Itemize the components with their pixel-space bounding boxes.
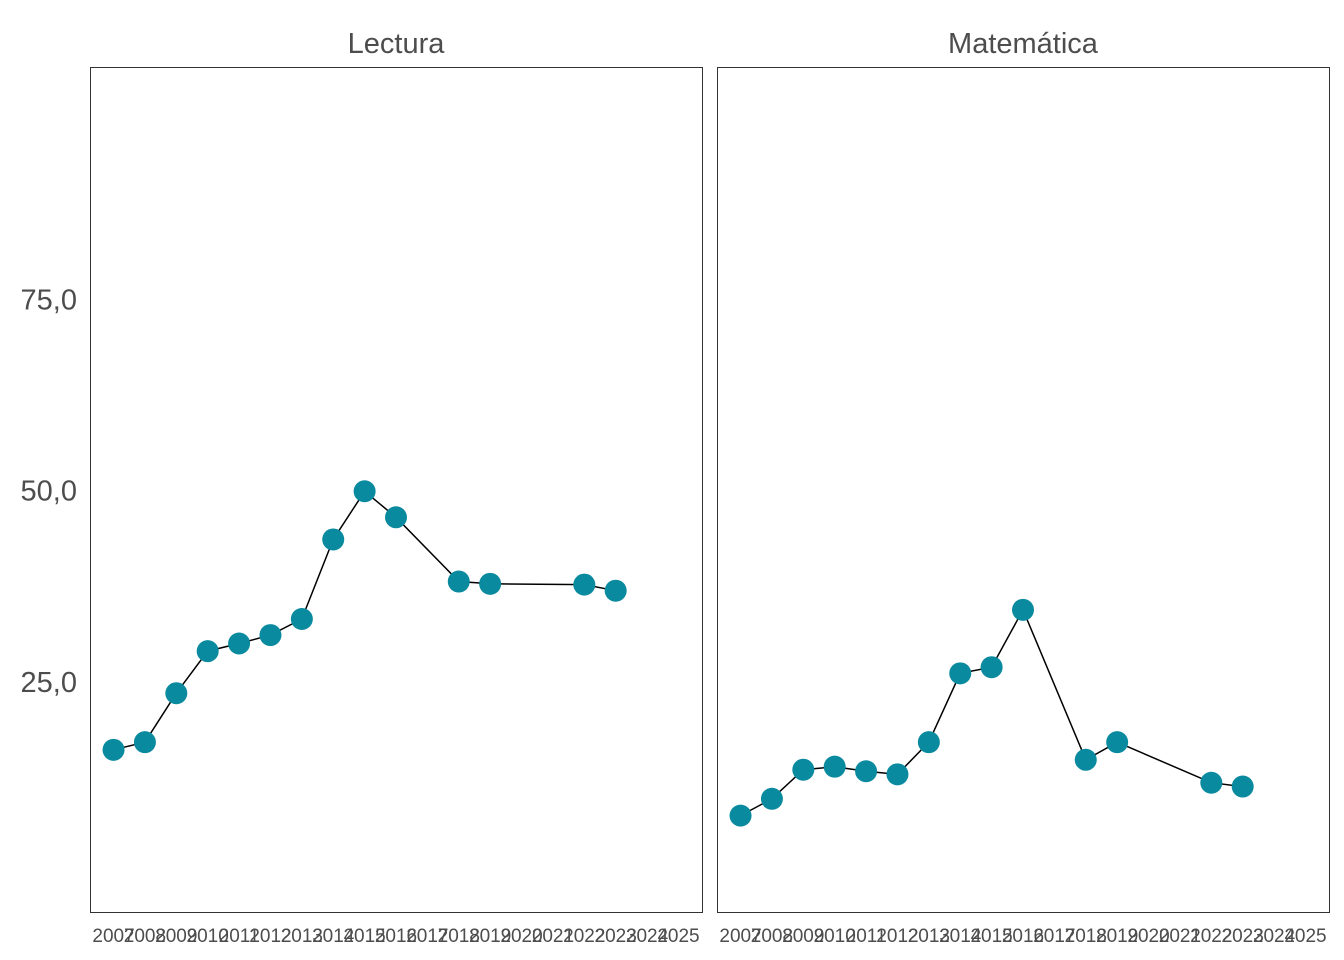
x-tick-label: 2022	[1190, 926, 1232, 947]
x-tick-label: 2022	[563, 926, 605, 947]
panel-frame	[90, 67, 703, 913]
data-point	[385, 506, 407, 529]
data-point	[1231, 775, 1254, 798]
x-tick-label: 2020	[500, 926, 542, 947]
x-tick-label: 2010	[814, 926, 856, 947]
data-point	[604, 579, 627, 602]
x-tick-label: 2012	[876, 926, 918, 947]
x-tick-label: 2010	[187, 926, 229, 947]
data-point	[1012, 598, 1034, 621]
x-tick-label: 2007	[92, 926, 134, 947]
data-point	[886, 763, 909, 786]
y-tick-label: 75,0	[21, 284, 77, 316]
facet-title: Lectura	[348, 28, 446, 60]
x-tick-label: 2013	[908, 926, 950, 947]
chart-panels: Lectura200720082009201020112012201320142…	[90, 28, 1330, 947]
x-tick-label: 2025	[657, 926, 699, 947]
facet-panel: Matemática200720082009201020112012201320…	[717, 28, 1330, 947]
x-tick-label: 2025	[1284, 926, 1326, 947]
x-tick-label: 2011	[219, 926, 260, 947]
x-tick-label: 2021	[1159, 926, 1201, 947]
data-point	[196, 640, 219, 663]
data-point	[1200, 771, 1223, 794]
x-tick-label: 2019	[469, 926, 511, 947]
data-point	[102, 738, 125, 761]
x-tick-label: 2008	[751, 926, 793, 947]
y-axis: 25,0 50,0 75,0	[21, 284, 77, 699]
data-point	[573, 573, 596, 596]
data-point	[322, 528, 345, 551]
facet-title: Matemática	[948, 28, 1099, 60]
x-tick-label: 2009	[782, 926, 824, 947]
data-point	[165, 682, 188, 705]
data-point	[760, 787, 783, 810]
x-tick-label: 2023	[595, 926, 637, 947]
data-point	[228, 632, 251, 655]
x-tick-label: 2023	[1222, 926, 1264, 947]
x-tick-label: 2014	[312, 926, 355, 947]
x-tick-label: 2013	[281, 926, 323, 947]
data-point	[823, 755, 846, 778]
x-tick-label: 2015	[343, 926, 385, 947]
data-point	[353, 480, 376, 503]
data-point	[259, 624, 282, 647]
data-point	[792, 758, 815, 781]
x-tick-label: 2017	[406, 926, 448, 947]
x-tick-label: 2008	[124, 926, 166, 947]
data-point	[729, 804, 752, 827]
x-tick-label: 2024	[1253, 926, 1296, 947]
data-point	[980, 656, 1003, 679]
data-point	[949, 662, 972, 685]
x-tick-label: 2012	[249, 926, 291, 947]
data-point	[855, 760, 878, 783]
x-tick-label: 2019	[1096, 926, 1138, 947]
x-tick-label: 2016	[1002, 926, 1044, 947]
data-point	[479, 572, 502, 595]
x-tick-label: 2018	[1065, 926, 1107, 947]
x-tick-label: 2021	[532, 926, 574, 947]
data-point	[1074, 748, 1097, 771]
x-tick-label: 2007	[719, 926, 761, 947]
x-tick-label: 2024	[626, 926, 669, 947]
x-tick-label: 2016	[375, 926, 417, 947]
x-tick-label: 2009	[155, 926, 197, 947]
data-point	[133, 731, 156, 754]
x-tick-label: 2017	[1033, 926, 1075, 947]
x-tick-label: 2018	[438, 926, 480, 947]
y-tick-label: 25,0	[21, 667, 77, 699]
x-tick-label: 2015	[970, 926, 1012, 947]
x-tick-label: 2014	[939, 926, 982, 947]
data-point	[447, 570, 470, 593]
x-tick-label: 2011	[846, 926, 887, 947]
data-point	[917, 731, 940, 754]
data-point	[290, 608, 313, 631]
facet-panel: Lectura200720082009201020112012201320142…	[90, 28, 703, 947]
panel-frame	[717, 67, 1330, 913]
x-tick-label: 2020	[1127, 926, 1169, 947]
y-tick-label: 50,0	[21, 476, 77, 508]
data-point	[1106, 731, 1129, 754]
